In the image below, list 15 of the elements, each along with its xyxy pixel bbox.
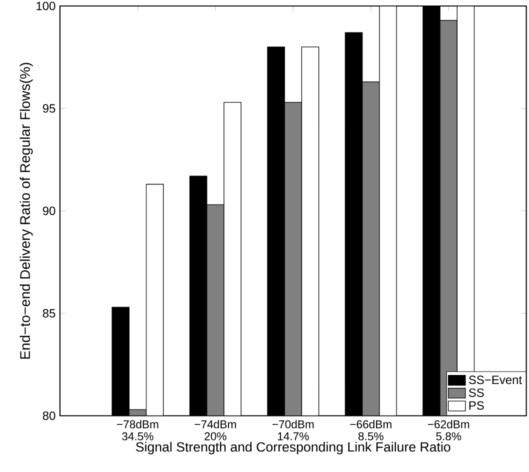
legend-label: PS <box>469 401 484 410</box>
x-tick-label: −66dBm 8.5% <box>350 420 392 440</box>
x-tick-label: −74dBm 20% <box>194 420 236 440</box>
x-tick-label: −78dBm 34.5% <box>117 420 158 440</box>
y-tick-label: 100 <box>36 2 56 10</box>
y-tick-label: 95 <box>42 104 56 113</box>
x-tick-label: −70dBm 14.7% <box>272 420 314 440</box>
x-tick-label: −62dBm 5.8% <box>428 420 470 440</box>
legend-label: SS <box>468 388 484 398</box>
legend-label: SS−Event <box>468 376 522 384</box>
y-axis-title: End−to−end Delivery Ratio of Regular Flows(%) <box>20 63 33 359</box>
x-axis-title: Signal Strength and Corresponding Link Failure Ratio <box>136 442 450 454</box>
y-tick-label: 80 <box>42 412 56 420</box>
y-tick-label: 85 <box>42 309 56 318</box>
y-tick-label: 90 <box>42 206 56 216</box>
